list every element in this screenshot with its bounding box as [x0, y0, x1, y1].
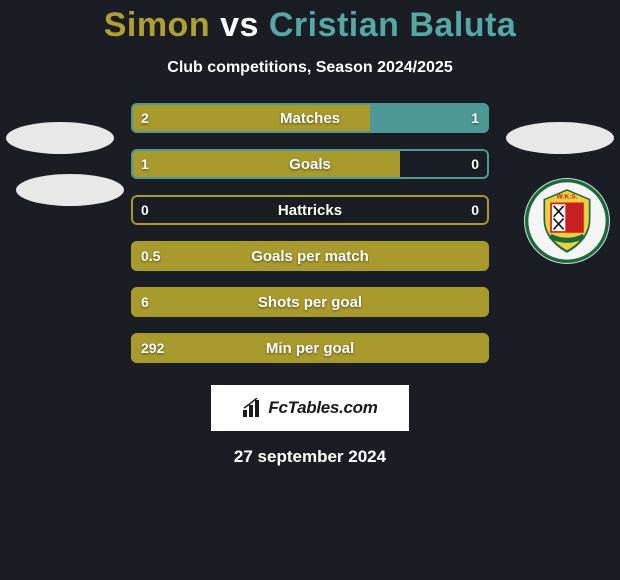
- player1-avatar-placeholder: [6, 122, 114, 154]
- comparison-bars: Matches21Goals10Hattricks00Goals per mat…: [131, 103, 489, 363]
- stat-row: Hattricks0 0: [131, 195, 489, 225]
- stat-label: Matches: [131, 110, 489, 127]
- player1-avatar-placeholder-2: [16, 174, 124, 206]
- club-badge: W.K.S.: [524, 178, 610, 264]
- page-title: Simon vs Cristian Baluta: [0, 0, 620, 49]
- stat-value-right: 0: [471, 202, 479, 218]
- svg-text:W.K.S.: W.K.S.: [557, 193, 578, 200]
- stat-label: Goals per match: [131, 248, 489, 265]
- stat-row: Min per goal292: [131, 333, 489, 363]
- brand-text: FcTables.com: [268, 398, 377, 418]
- player2-avatar-placeholder: [506, 122, 614, 154]
- fctables-brand: FcTables.com: [211, 385, 409, 431]
- stat-row: Goals per match0.5: [131, 241, 489, 271]
- subtitle: Club competitions, Season 2024/2025: [0, 59, 620, 77]
- stat-value-left: 0.5: [141, 248, 160, 264]
- stat-label: Min per goal: [131, 340, 489, 357]
- stat-value-left: 6: [141, 294, 149, 310]
- stat-label: Shots per goal: [131, 294, 489, 311]
- stat-row: Shots per goal6: [131, 287, 489, 317]
- stat-label: Hattricks: [131, 202, 489, 219]
- stat-value-left: 1: [141, 156, 149, 172]
- chart-icon: [242, 398, 264, 418]
- stat-row: Goals1 0: [131, 149, 489, 179]
- stat-value-right: 1: [471, 110, 479, 126]
- stat-value-left: 2: [141, 110, 149, 126]
- title-vs: vs: [220, 6, 259, 44]
- title-player1: Simon: [104, 6, 210, 44]
- date-text: 27 september 2024: [0, 447, 620, 467]
- title-player2: Cristian Baluta: [269, 6, 516, 44]
- stat-label: Goals: [131, 156, 489, 173]
- stat-value-right: 0: [471, 156, 479, 172]
- stat-row: Matches2 1: [131, 103, 489, 133]
- shield-icon: W.K.S.: [525, 179, 609, 263]
- stat-value-left: 292: [141, 340, 164, 356]
- stat-value-left: 0: [141, 202, 149, 218]
